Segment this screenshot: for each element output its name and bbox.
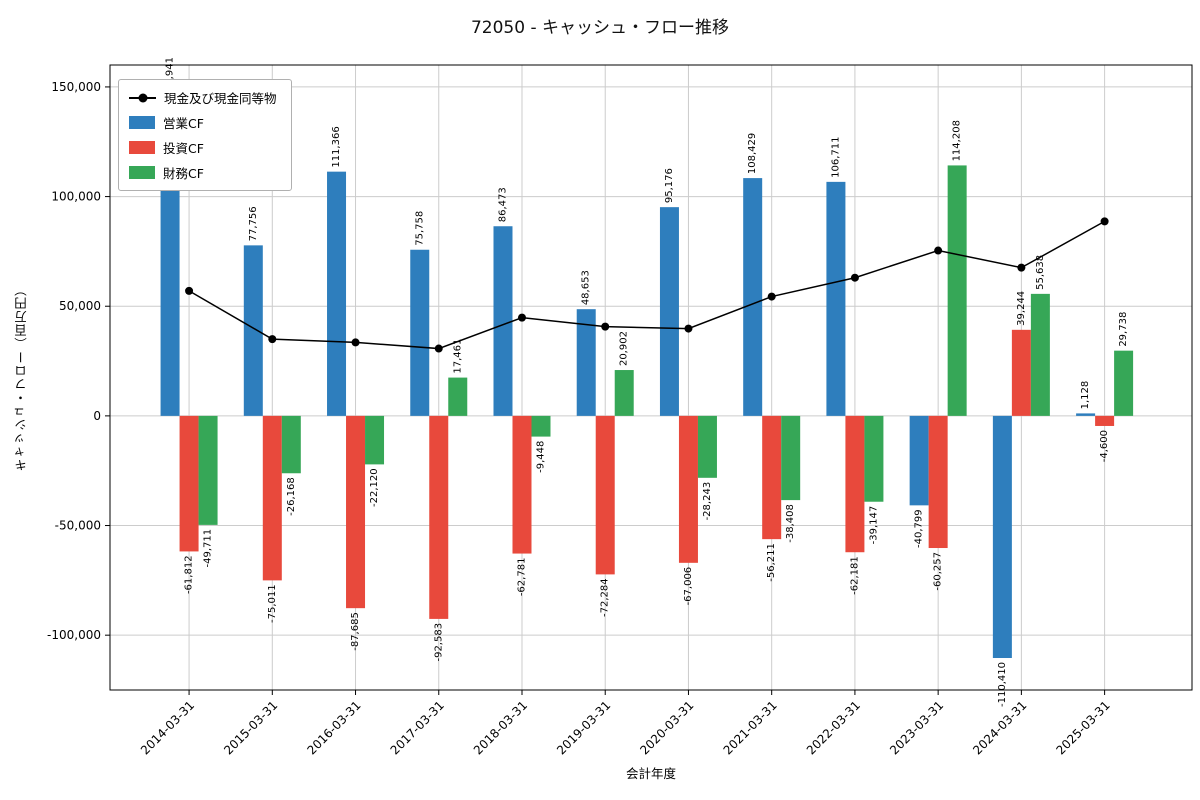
legend: 現金及び現金同等物 営業CF 投資CF 財務CF xyxy=(118,79,292,191)
svg-text:111,366: 111,366 xyxy=(331,126,342,167)
line-dot-marker-icon xyxy=(129,93,156,102)
svg-text:95,176: 95,176 xyxy=(664,168,675,203)
svg-text:142,941: 142,941 xyxy=(165,57,176,98)
svg-text:-87,685: -87,685 xyxy=(350,612,361,651)
svg-text:29,738: 29,738 xyxy=(1118,312,1129,347)
svg-text:-40,799: -40,799 xyxy=(914,509,925,548)
svg-text:2014-03-31: 2014-03-31 xyxy=(138,698,197,757)
svg-text:-49,711: -49,711 xyxy=(203,529,214,568)
svg-text:-26,168: -26,168 xyxy=(286,477,297,516)
svg-text:2019-03-31: 2019-03-31 xyxy=(554,698,613,757)
svg-text:48,653: 48,653 xyxy=(581,270,592,305)
svg-text:39,244: 39,244 xyxy=(1016,291,1027,326)
chart-title: 72050 - キャッシュ・フロー推移 xyxy=(470,18,730,38)
svg-text:75,758: 75,758 xyxy=(414,211,425,246)
svg-text:2015-03-31: 2015-03-31 xyxy=(221,698,280,757)
operating-cf-swatch-icon xyxy=(129,116,155,129)
svg-text:50,000: 50,000 xyxy=(59,299,101,313)
svg-text:-110,410: -110,410 xyxy=(997,662,1008,707)
svg-text:-50,000: -50,000 xyxy=(55,519,101,533)
svg-text:86,473: 86,473 xyxy=(497,187,508,222)
svg-text:106,711: 106,711 xyxy=(830,137,841,178)
svg-text:-67,006: -67,006 xyxy=(683,567,694,606)
svg-text:-38,408: -38,408 xyxy=(785,504,796,543)
svg-text:-4,600: -4,600 xyxy=(1099,430,1110,462)
line-dot-icon xyxy=(138,93,147,102)
svg-text:2016-03-31: 2016-03-31 xyxy=(304,698,363,757)
legend-label-operating-cf: 営業CF xyxy=(163,116,204,131)
svg-text:-60,257: -60,257 xyxy=(933,552,944,591)
legend-item-cash-equivalents: 現金及び現金同等物 xyxy=(129,88,277,107)
svg-text:-92,583: -92,583 xyxy=(433,623,444,662)
svg-text:-62,181: -62,181 xyxy=(849,556,860,595)
svg-text:2018-03-31: 2018-03-31 xyxy=(471,698,530,757)
svg-text:114,208: 114,208 xyxy=(952,120,963,161)
legend-item-financing-cf: 財務CF xyxy=(129,163,277,182)
svg-text:-62,781: -62,781 xyxy=(516,558,527,597)
svg-text:108,429: 108,429 xyxy=(747,133,758,174)
svg-text:20,902: 20,902 xyxy=(619,331,630,366)
svg-text:77,756: 77,756 xyxy=(248,206,259,241)
svg-text:-72,284: -72,284 xyxy=(600,578,611,617)
svg-text:2023-03-31: 2023-03-31 xyxy=(887,698,946,757)
svg-text:100,000: 100,000 xyxy=(51,190,101,204)
svg-text:-28,243: -28,243 xyxy=(702,482,713,521)
legend-label-cash-equivalents: 現金及び現金同等物 xyxy=(164,91,277,106)
legend-label-financing-cf: 財務CF xyxy=(163,166,204,181)
svg-text:0: 0 xyxy=(93,409,101,423)
svg-text:-61,812: -61,812 xyxy=(184,555,195,594)
financing-cf-swatch-icon xyxy=(129,166,155,179)
svg-text:150,000: 150,000 xyxy=(51,80,101,94)
legend-item-operating-cf: 営業CF xyxy=(129,113,277,132)
investing-cf-swatch-icon xyxy=(129,141,155,154)
y-axis-label: キャッシュ・フロー（百万円） xyxy=(14,282,29,472)
svg-text:55,638: 55,638 xyxy=(1035,255,1046,290)
svg-text:-100,000: -100,000 xyxy=(47,628,101,642)
svg-text:2021-03-31: 2021-03-31 xyxy=(721,698,780,757)
svg-text:2025-03-31: 2025-03-31 xyxy=(1054,698,1113,757)
svg-text:1,128: 1,128 xyxy=(1080,381,1091,410)
svg-text:-22,120: -22,120 xyxy=(369,468,380,507)
svg-text:-56,211: -56,211 xyxy=(766,543,777,582)
svg-text:2022-03-31: 2022-03-31 xyxy=(804,698,863,757)
legend-label-investing-cf: 投資CF xyxy=(163,141,204,156)
x-axis-label: 会計年度 xyxy=(625,766,676,781)
svg-text:-39,147: -39,147 xyxy=(868,506,879,545)
svg-text:17,461: 17,461 xyxy=(452,339,463,374)
svg-text:-75,011: -75,011 xyxy=(267,584,278,623)
svg-text:2017-03-31: 2017-03-31 xyxy=(388,698,447,757)
svg-text:-9,448: -9,448 xyxy=(535,441,546,473)
legend-item-investing-cf: 投資CF xyxy=(129,138,277,157)
svg-text:2020-03-31: 2020-03-31 xyxy=(637,698,696,757)
